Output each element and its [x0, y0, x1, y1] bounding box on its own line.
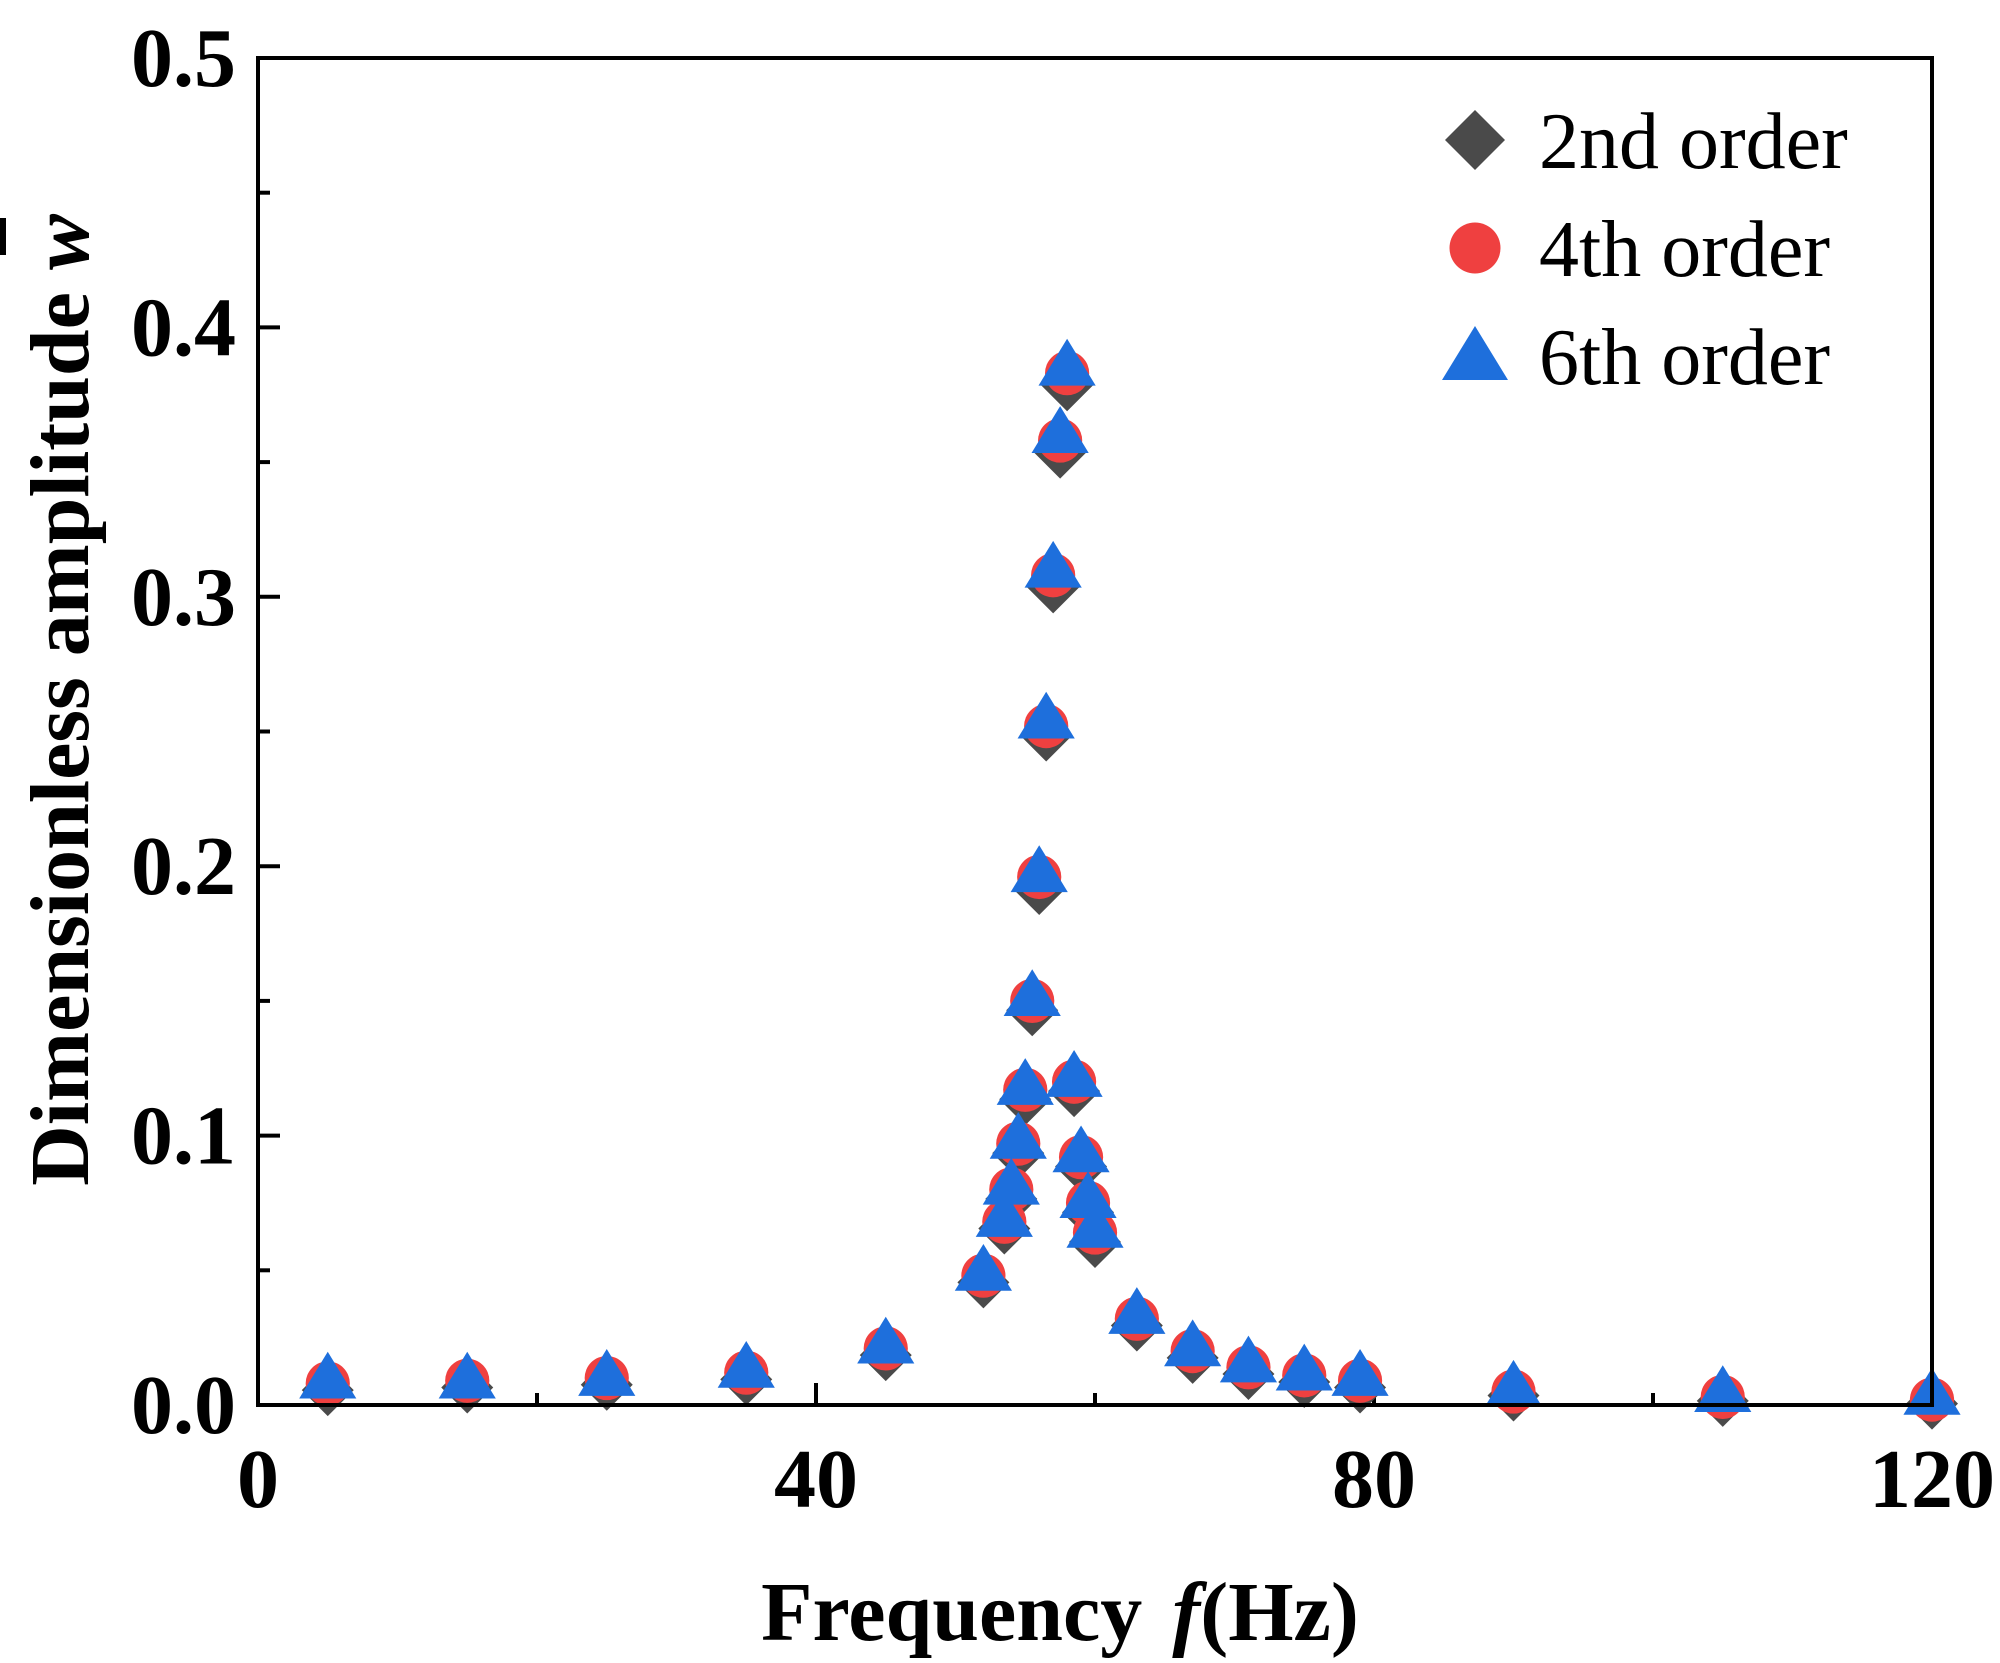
- data-point: [438, 1351, 496, 1399]
- data-point: [1024, 540, 1082, 588]
- data-point: [717, 1340, 775, 1388]
- data-point: [1331, 1349, 1389, 1396]
- legend-marker-circle: [1449, 222, 1501, 274]
- data-markers: [299, 338, 1961, 1430]
- data-point: [1219, 1335, 1278, 1383]
- y-ticks: 0.0 0.1 0.2 0.3 0.4 0.5: [131, 12, 280, 1452]
- data-point: [1031, 406, 1089, 453]
- y-axis-label-text: Dimensionless amplitude: [14, 292, 107, 1186]
- data-point: [1066, 1200, 1124, 1248]
- data-point: [989, 1111, 1047, 1159]
- data-point: [1275, 1343, 1333, 1391]
- legend-label: 2nd order: [1539, 98, 1848, 186]
- x-tick-label: 120: [1869, 1433, 1995, 1526]
- legend-label: 6th order: [1539, 314, 1830, 402]
- legend: 2nd order 4th order 6th order: [1442, 98, 1848, 402]
- data-point: [1017, 691, 1075, 739]
- legend-marker-triangle: [1442, 326, 1508, 380]
- data-point: [1052, 1125, 1110, 1173]
- legend-label: 4th order: [1539, 206, 1830, 294]
- data-point: [975, 1190, 1033, 1237]
- data-point: [299, 1351, 357, 1399]
- x-axis-label-text: Frequency: [761, 1566, 1142, 1659]
- y-tick-label: 0.5: [131, 12, 236, 105]
- data-point: [982, 1157, 1040, 1205]
- y-axis-label-symbol: w: [14, 213, 107, 270]
- data-point: [857, 1316, 915, 1364]
- data-point: [1059, 1171, 1117, 1219]
- y-tick-label: 0.4: [131, 281, 236, 374]
- x-axis-label-unit: (Hz): [1200, 1566, 1359, 1659]
- data-point: [1108, 1287, 1166, 1334]
- series-circle: [305, 351, 1955, 1422]
- y-axis-label: Dimensionless amplitude w: [14, 213, 107, 1186]
- x-tick-label: 80: [1332, 1433, 1416, 1526]
- data-point: [1164, 1319, 1222, 1367]
- plot-frame: [256, 56, 1934, 1407]
- data-point: [578, 1349, 636, 1396]
- data-point: [1045, 1050, 1103, 1097]
- y-tick-label: 0.3: [131, 551, 236, 644]
- x-tick-label: 0: [237, 1433, 279, 1526]
- y-tick-label: 0.0: [131, 1359, 236, 1452]
- data-point: [954, 1243, 1012, 1291]
- svg-text:Dimensionless amplitudew: Dimensionless amplitude w: [14, 213, 107, 1186]
- legend-marker-diamond: [1445, 110, 1505, 170]
- x-tick-label: 40: [774, 1433, 858, 1526]
- y-tick-label: 0.2: [131, 820, 236, 913]
- data-point: [1694, 1365, 1752, 1413]
- x-ticks: 0 40 80 120: [237, 1383, 1995, 1526]
- x-axis-label: Frequency f(Hz): [761, 1566, 1359, 1659]
- data-point: [1003, 969, 1061, 1017]
- series-diamond: [301, 359, 1958, 1430]
- data-point: [1010, 845, 1068, 893]
- y-tick-label: 0.1: [131, 1090, 236, 1183]
- data-point: [1484, 1359, 1543, 1407]
- data-point: [1038, 338, 1096, 386]
- data-point: [996, 1058, 1054, 1105]
- series-triangle: [299, 338, 1961, 1415]
